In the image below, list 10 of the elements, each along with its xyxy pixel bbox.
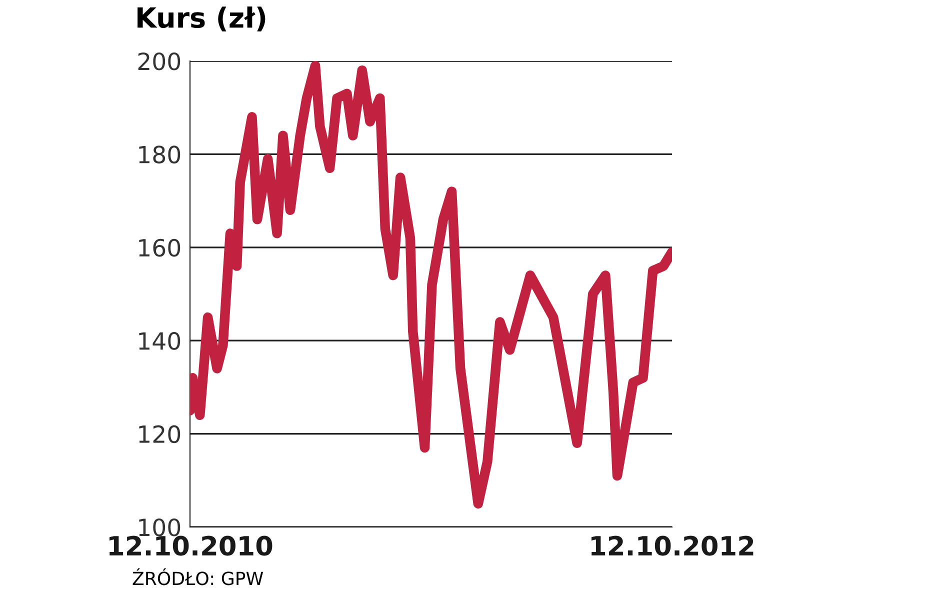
y-tick-label: 200 [138,52,180,70]
x-tick-label: 12.10.2010 [110,536,272,556]
y-tick-label: 100 [139,518,180,536]
chart-title: Kurs (zł) [138,6,266,32]
y-tick-label: 180 [139,146,180,164]
x-tick-label: 12.10.2012 [592,536,754,556]
y-tick-label: 140 [139,332,180,350]
y-tick-label: 120 [139,425,180,444]
text: ŹRÓDŁO: GPW [132,568,264,586]
y-tick-label: 160 [139,238,180,257]
